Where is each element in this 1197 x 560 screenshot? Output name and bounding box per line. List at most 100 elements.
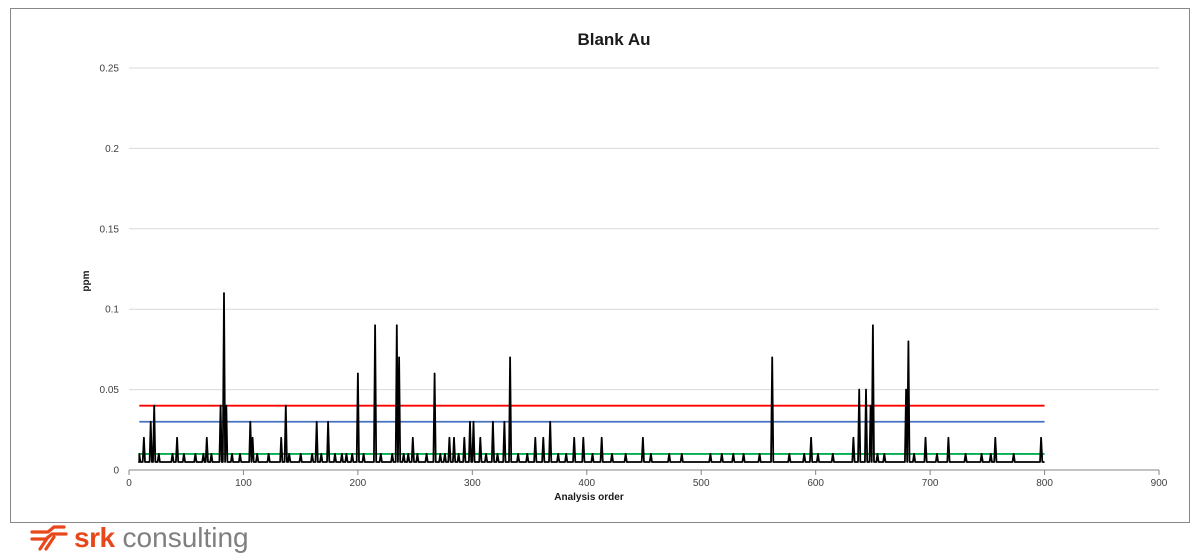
data-point	[439, 453, 442, 455]
x-tick-label: 400	[578, 478, 595, 489]
data-point	[869, 404, 872, 407]
data-point	[485, 453, 487, 455]
data-point	[542, 437, 545, 439]
data-point	[391, 453, 394, 455]
x-tick-label: 0	[126, 478, 132, 489]
data-point	[256, 453, 258, 455]
data-point	[876, 453, 879, 455]
data-point	[206, 437, 208, 439]
data-point	[492, 420, 494, 423]
data-point	[223, 292, 225, 294]
data-point	[334, 453, 336, 455]
data-point	[143, 437, 145, 439]
data-point	[865, 388, 867, 391]
data-point	[396, 324, 398, 327]
data-point	[320, 453, 323, 455]
data-point	[907, 340, 910, 343]
data-point	[479, 437, 482, 439]
data-point	[315, 420, 318, 423]
data-point	[509, 356, 511, 359]
y-tick-label: 0.15	[100, 224, 120, 235]
data-point	[225, 404, 228, 407]
x-tick-label: 300	[464, 478, 481, 489]
data-point	[936, 453, 938, 455]
data-point	[219, 404, 222, 407]
data-point	[327, 420, 329, 423]
x-axis-title: Analysis order	[554, 492, 624, 503]
series-line-blank-au	[138, 292, 1045, 463]
data-point	[357, 372, 359, 375]
x-tick-label: 800	[1036, 478, 1053, 489]
chart-area: 0 0.05 0.1 0.15 0.2 0.25 0 100 200 300 400 500 600 70…	[10, 8, 1190, 523]
y-tick-label: 0.2	[105, 144, 119, 155]
data-point	[810, 437, 812, 439]
data-point	[557, 453, 559, 455]
srk-consulting-logo: srk consulting	[30, 520, 249, 556]
data-point	[351, 453, 353, 455]
data-point	[721, 453, 723, 455]
data-point	[416, 453, 419, 455]
data-point	[341, 453, 343, 455]
data-point	[872, 324, 874, 327]
data-point	[732, 453, 735, 455]
data-point	[1040, 437, 1042, 439]
data-point	[989, 453, 992, 455]
chart-svg: 0 0.05 0.1 0.15 0.2 0.25 0 100 200 300 400 500 600 70…	[81, 30, 1168, 503]
x-tick-label: 500	[693, 478, 710, 489]
data-point	[288, 453, 291, 455]
data-point	[251, 437, 254, 439]
axes	[128, 469, 1160, 475]
data-point	[267, 453, 270, 455]
data-point	[425, 453, 428, 455]
y-tick-label: 0	[113, 466, 119, 477]
data-point	[284, 404, 287, 407]
srk-arrows-logo-icon	[30, 525, 68, 551]
data-point	[407, 453, 410, 455]
data-point	[183, 453, 185, 455]
data-point	[565, 453, 567, 455]
series-layer	[138, 292, 1045, 463]
data-point	[832, 453, 834, 455]
chart-title: Blank Au	[577, 30, 650, 49]
x-tick-label: 600	[807, 478, 824, 489]
data-point	[149, 420, 152, 423]
data-point	[526, 453, 529, 455]
data-point	[709, 453, 712, 455]
data-point	[311, 453, 313, 455]
y-axis-title: ppm	[81, 270, 92, 291]
data-point	[153, 404, 155, 407]
data-point	[503, 420, 506, 423]
x-tick-label: 200	[350, 478, 367, 489]
data-point	[534, 437, 537, 439]
data-point	[803, 453, 806, 455]
data-point	[817, 453, 819, 455]
data-point	[280, 437, 283, 439]
data-point	[469, 420, 471, 423]
data-point	[517, 453, 519, 455]
data-point	[398, 356, 400, 359]
data-point	[138, 453, 141, 455]
data-point	[771, 356, 773, 359]
data-point	[883, 453, 886, 455]
data-point	[582, 437, 585, 439]
data-point	[680, 453, 683, 455]
data-point	[758, 453, 761, 455]
data-point	[905, 388, 907, 391]
data-point	[573, 437, 575, 439]
data-point	[249, 420, 252, 423]
data-point	[362, 453, 365, 455]
data-point	[231, 453, 233, 455]
data-point	[210, 453, 213, 455]
data-point	[194, 453, 197, 455]
x-tick-label: 900	[1151, 478, 1168, 489]
data-point	[591, 453, 594, 455]
data-point	[924, 437, 927, 439]
data-point	[299, 453, 302, 455]
data-point	[433, 372, 436, 375]
y-tick-label: 0.25	[100, 64, 120, 75]
data-point	[496, 453, 499, 455]
data-point	[453, 437, 455, 439]
data-point	[913, 453, 915, 455]
data-point	[858, 388, 860, 391]
data-point	[157, 453, 160, 455]
